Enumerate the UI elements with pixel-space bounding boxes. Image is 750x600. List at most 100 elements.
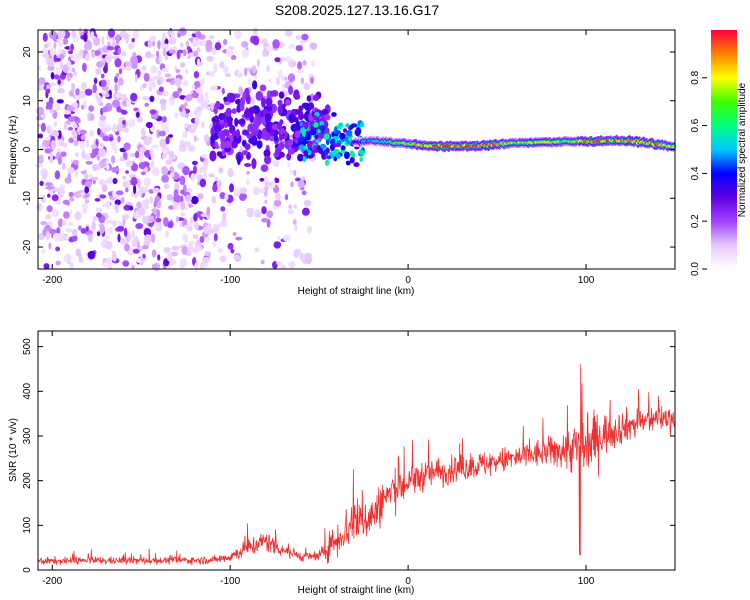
spectrogram-cell: [120, 51, 127, 57]
spectrogram-cell: [125, 98, 132, 107]
spectrogram-cell: [275, 194, 279, 200]
spectrogram-cell: [195, 106, 203, 113]
spectrogram-cell: [283, 234, 291, 242]
spectrogram-cell: [97, 127, 101, 136]
spectrogram-cell: [125, 187, 129, 193]
spectrogram-cell: [174, 182, 180, 191]
spectrogram-y-ticks: -20 -10 0 10 20: [22, 46, 675, 254]
spectrogram-cell: [162, 90, 169, 97]
spectrogram-cell: [278, 41, 285, 49]
spectrogram-cell: [313, 115, 318, 121]
spectrogram-cell: [329, 138, 336, 146]
spectrogram-cell: [98, 179, 106, 186]
spectrogram-cell: [67, 116, 75, 122]
spectrogram-cell: [162, 47, 167, 57]
spectrogram-cell: [67, 172, 72, 182]
spectrogram-cell: [178, 107, 183, 112]
spectrogram-cell: [205, 106, 211, 111]
spectrogram-cell: [56, 200, 62, 206]
spectrogram-cell: [183, 123, 188, 128]
spectrogram-cell: [204, 134, 209, 143]
spectrogram-cell: [93, 37, 101, 46]
spectrogram-cell: [74, 169, 79, 178]
spectrogram-cell: [165, 159, 173, 166]
spectrogram-cell: [117, 233, 121, 243]
spectrogram-cell: [236, 154, 241, 166]
spectrogram-cell: [215, 100, 221, 109]
spectrogram-cell: [286, 152, 292, 161]
spectrogram-cell: [53, 187, 60, 192]
spectrogram-cell: [102, 135, 111, 142]
spectrogram-cell: [62, 220, 67, 226]
spectrogram-cell: [41, 194, 46, 204]
spectrogram-cell: [180, 201, 186, 211]
spectrogram-cell: [221, 149, 226, 156]
spectrogram-cell: [210, 103, 215, 112]
spectrogram-cell: [46, 58, 55, 67]
spectrogram-cell: [100, 79, 107, 87]
spectrogram-cell: [168, 49, 176, 54]
spectrogram-cell: [309, 77, 315, 84]
colorbar-tick-label: 0.4: [690, 166, 701, 180]
spectrogram-cell: [79, 129, 87, 135]
spectrogram-cell: [354, 128, 361, 137]
spectrogram-cell: [247, 78, 252, 86]
spectrogram-cell: [138, 207, 146, 216]
spectrogram-cell: [242, 150, 249, 156]
spectrogram-cell: [69, 197, 75, 202]
spectrogram-cell: [188, 240, 195, 245]
spectrogram-cell: [105, 92, 110, 98]
spectrogram-cell: [265, 97, 273, 106]
spectrogram-cell: [119, 156, 125, 162]
spectrogram-cell: [296, 69, 305, 74]
spectrogram-cell: [206, 71, 210, 76]
spectrogram-cell: [192, 234, 199, 240]
spectrogram-cell: [173, 189, 179, 198]
spectrogram-cell: [252, 186, 260, 196]
spectrogram-cell: [111, 166, 119, 173]
spectrogram-cell: [194, 116, 200, 126]
spectrogram-cell: [302, 122, 308, 128]
spectrogram-cell: [259, 84, 267, 92]
spectrogram-cell: [209, 150, 217, 162]
spectrogram-cell: [351, 152, 356, 158]
spectrogram-cell: [288, 204, 292, 209]
spectrogram-cell: [292, 219, 297, 225]
spectrogram-cell: [293, 204, 298, 209]
spectrogram-cell: [254, 209, 262, 218]
spectrogram-cell: [131, 190, 139, 198]
spectrogram-cell: [75, 88, 80, 96]
snr-x-label: Height of straight line (km): [298, 585, 415, 596]
spectrogram-cell: [82, 62, 87, 72]
spectrogram-cell: [43, 43, 49, 49]
spectrogram-cell: [136, 257, 142, 264]
spectrogram-cell: [93, 50, 101, 56]
spectrogram-cell: [84, 199, 90, 204]
spectrogram-cell: [141, 245, 149, 250]
spectrogram-cell: [92, 164, 99, 172]
spectrogram-cell: [300, 77, 304, 85]
spectrogram-cell: [81, 82, 87, 90]
spectrogram-cell: [177, 81, 181, 89]
spectrogram-cell: [180, 42, 184, 48]
spectrogram-cell: [182, 165, 190, 176]
spectrogram-cell: [187, 145, 196, 152]
spectrogram-cell: [169, 172, 175, 178]
spectrogram-cell: [107, 28, 116, 38]
spectrogram-cell: [114, 76, 118, 83]
spectrogram-cell: [123, 227, 128, 237]
spectrogram-cell: [252, 80, 258, 90]
spectrogram-cell: [111, 252, 117, 262]
spectrogram-cell: [92, 83, 97, 94]
spectrogram-cell: [139, 153, 144, 162]
spectrogram-cell: [161, 67, 170, 72]
spectrogram-cell: [70, 43, 74, 51]
spectrogram-cell: [164, 73, 172, 78]
spectrogram-cell: [162, 31, 166, 41]
spectrogram-cell: [175, 69, 181, 74]
spectrogram-cell: [230, 248, 235, 254]
spectrogram-cell: [134, 150, 140, 159]
spectrogram-cell: [180, 189, 185, 195]
spectrogram-cell: [163, 217, 169, 227]
